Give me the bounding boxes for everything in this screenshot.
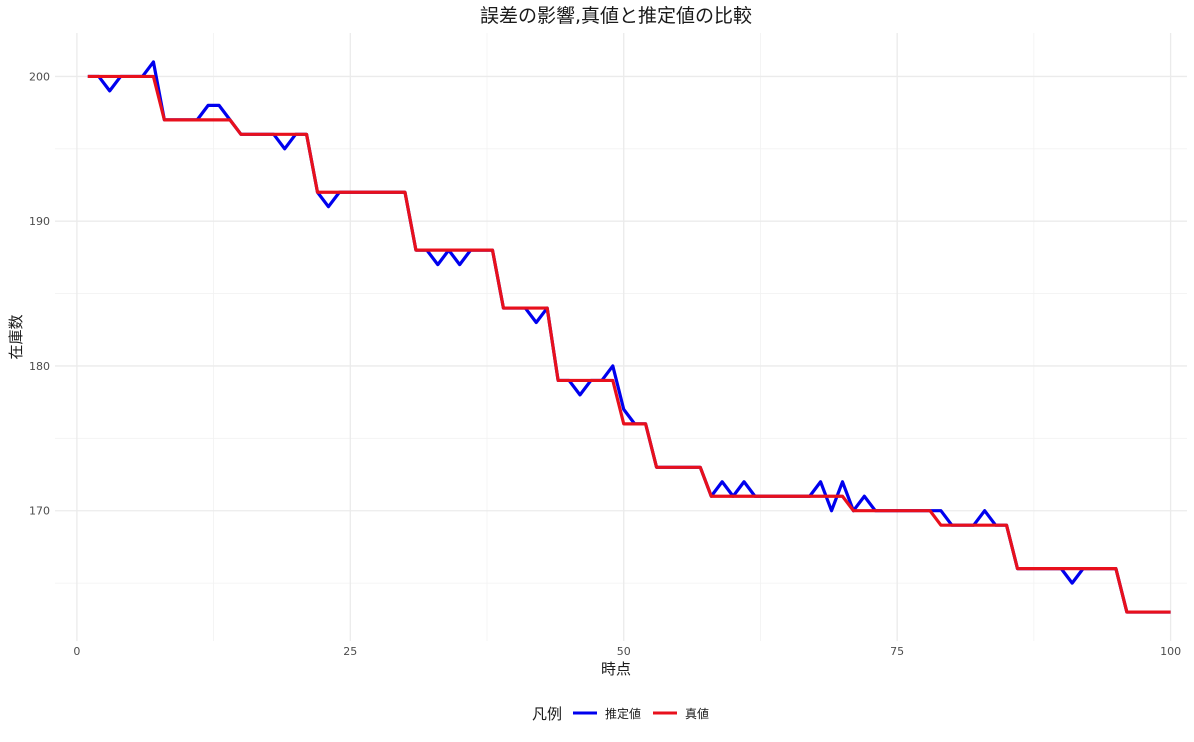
grid-minor (55, 33, 1187, 641)
y-tick-label: 170 (29, 505, 50, 518)
x-tick-label: 50 (617, 645, 631, 658)
series-line-true (87, 74, 1171, 614)
y-tick-label: 180 (29, 360, 50, 373)
legend-title: 凡例 (532, 705, 562, 723)
y-tick-label: 200 (29, 70, 50, 83)
legend: 凡例 推定値 真値 (532, 705, 709, 723)
legend-label-estimate: 推定値 (605, 706, 641, 721)
y-axis-title: 在庫数 (7, 314, 25, 359)
chart-title: 誤差の影響,真値と推定値の比較 (480, 5, 752, 27)
x-tick-label: 100 (1160, 645, 1181, 658)
x-tick-label: 25 (343, 645, 357, 658)
x-tick-label: 75 (890, 645, 904, 658)
x-tick-label: 0 (73, 645, 80, 658)
series-layer (87, 60, 1171, 614)
legend-label-true: 真値 (685, 706, 709, 721)
y-tick-label: 190 (29, 215, 50, 228)
grid-major (55, 33, 1187, 641)
y-axis-ticks: 170 180 190 200 (29, 70, 50, 517)
x-axis-title: 時点 (601, 660, 631, 678)
x-axis-ticks: 0 25 50 75 100 (73, 645, 1181, 658)
